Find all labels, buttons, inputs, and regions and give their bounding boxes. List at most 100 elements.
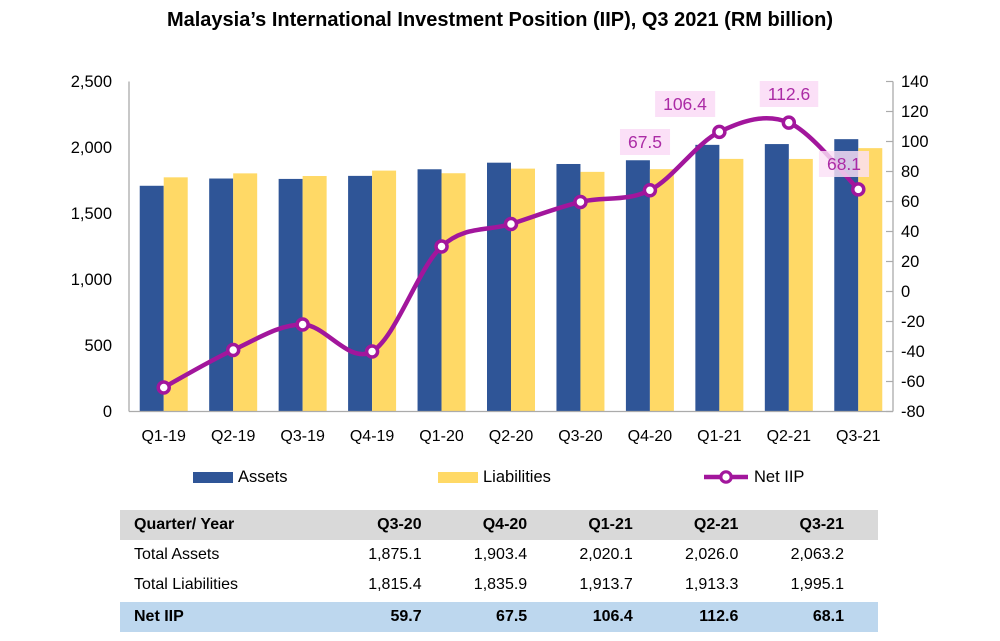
x-axis-label: Q3-19 (280, 428, 325, 445)
net-iip-marker (225, 342, 241, 358)
chart-title: Malaysia’s International Investment Posi… (166, 9, 834, 31)
point-label-text: 67.5 (628, 132, 662, 152)
table-row-total-assets: Total Assets 1,875.1 1,903.4 2,020.1 2,0… (120, 540, 878, 570)
assets-bar (487, 162, 511, 412)
summary-table: Quarter/ Year Q3-20 Q4-20 Q1-21 Q2-21 Q3… (120, 510, 878, 632)
net-iip-marker (642, 183, 658, 198)
liabilities-bar (788, 158, 813, 412)
liabilities-bar (163, 177, 188, 412)
table-row-net-iip: Net IIP 59.7 67.5 106.4 112.6 68.1 (120, 602, 878, 632)
legend-item-assets: Assets (193, 466, 288, 488)
table-cell: 68.1 (812, 608, 844, 625)
assets-bar (625, 160, 650, 412)
table-cell: 106.4 (592, 608, 633, 625)
legend-label-assets: Assets (238, 467, 288, 486)
row-label: Total Liabilities (134, 576, 239, 593)
legend-label-net-iip: Net IIP (754, 467, 805, 486)
right-axis-tick-label: 100 (901, 133, 929, 151)
left-axis-tick-label: 2,000 (71, 139, 112, 157)
table-cell: 1,903.4 (473, 546, 528, 563)
point-label-bg (759, 81, 819, 107)
right-axis-tick-label: 0 (901, 283, 910, 301)
right-axis-tick-label: 120 (901, 103, 929, 121)
liabilities-bar (649, 169, 674, 412)
table-header-cell: Quarter/ Year (134, 516, 235, 533)
x-axis-label: Q2-19 (211, 428, 256, 445)
table-header-cell: Q1-21 (588, 516, 633, 533)
x-axis-label: Q3-21 (836, 428, 881, 445)
assets-bar (695, 144, 720, 412)
table-row-total-liabilities: Total Liabilities 1,815.4 1,835.9 1,913.… (120, 570, 878, 600)
liabilities-bar (233, 173, 258, 412)
right-axis-tick-label: -80 (901, 403, 925, 421)
table-header-cell: Q4-20 (482, 516, 528, 533)
assets-bar (417, 169, 442, 412)
liabilities-bar (719, 158, 744, 412)
left-axis-tick-label: 0 (103, 403, 112, 421)
right-axis-tick-label: -60 (901, 373, 925, 391)
table-cell: 2,063.2 (790, 546, 844, 563)
right-axis-tick-label: 80 (901, 163, 919, 181)
net-iip-marker (434, 239, 449, 254)
x-axis-label: Q3-20 (558, 428, 603, 445)
liabilities-bar (441, 173, 466, 412)
net-iip-marker (295, 317, 310, 332)
x-axis-label: Q2-20 (489, 428, 534, 445)
right-axis-tick-label: 140 (901, 73, 929, 91)
table-cell: 1,913.3 (684, 576, 739, 593)
table-cell: 1,875.1 (368, 546, 422, 563)
assets-bar (348, 175, 373, 412)
net-iip-marker (503, 216, 519, 232)
table-cell: 1,913.7 (579, 576, 633, 593)
assets-bar (139, 185, 164, 412)
point-label-bg (655, 91, 716, 117)
liabilities-bar (302, 176, 327, 412)
net-iip-marker (573, 194, 588, 210)
assets-swatch-icon (193, 471, 233, 483)
row-label: Net IIP (134, 608, 184, 625)
right-axis-tick-label: 20 (901, 253, 919, 271)
table-cell: 2,020.1 (579, 546, 633, 563)
table-cell: 1,995.1 (790, 576, 844, 593)
x-axis-label: Q4-19 (350, 428, 395, 445)
left-axis-tick-label: 500 (84, 337, 112, 355)
net-iip-line-icon (704, 470, 748, 484)
point-label-text: 112.6 (768, 84, 811, 104)
liabilities-bar (580, 171, 605, 412)
left-axis-tick-label: 1,500 (71, 205, 112, 223)
point-label-text: 68.1 (827, 154, 861, 174)
point-label: 68.1 (818, 151, 870, 177)
right-axis-tick-label: 40 (901, 223, 919, 241)
iip-combo-chart: 0 500 1,000 1,500 2,000 2,500 -80 -60 -40 -20 0 20 4… (71, 73, 929, 445)
point-label-bg (818, 151, 870, 177)
x-axis-label: Q2-21 (767, 428, 812, 445)
table-cell: 59.7 (390, 608, 422, 625)
point-label-text: 106.4 (663, 94, 707, 114)
x-axis-label: Q1-20 (419, 428, 464, 445)
right-axis-tick-label: -20 (901, 313, 925, 331)
table-cell: 1,835.9 (473, 576, 528, 593)
table-header-row: Quarter/ Year Q3-20 Q4-20 Q1-21 Q2-21 Q3… (120, 510, 878, 540)
table-header-cell: Q3-20 (377, 516, 422, 533)
liabilities-bar (511, 168, 535, 412)
point-label: 106.4 (655, 91, 716, 117)
legend-item-liabilities: Liabilities (438, 466, 551, 488)
left-axis-tick-label: 1,000 (71, 271, 112, 289)
net-iip-marker (156, 380, 171, 395)
liabilities-swatch-icon (438, 471, 478, 483)
assets-bar (209, 178, 234, 412)
assets-bar (764, 144, 789, 412)
legend-item-net-iip: Net IIP (703, 466, 804, 488)
table-header-cell: Q2-21 (693, 516, 739, 533)
assets-bar (278, 178, 303, 412)
right-axis-tick-label: -40 (901, 343, 925, 361)
liabilities-bar (372, 170, 397, 412)
table-cell: 2,026.0 (684, 546, 739, 563)
assets-bar (834, 139, 859, 412)
table-cell: 1,815.4 (368, 576, 422, 593)
x-axis-label: Q4-20 (628, 428, 673, 445)
row-label: Total Assets (134, 546, 220, 563)
table-cell: 112.6 (699, 608, 739, 625)
right-axis-tick-label: 60 (901, 193, 919, 211)
